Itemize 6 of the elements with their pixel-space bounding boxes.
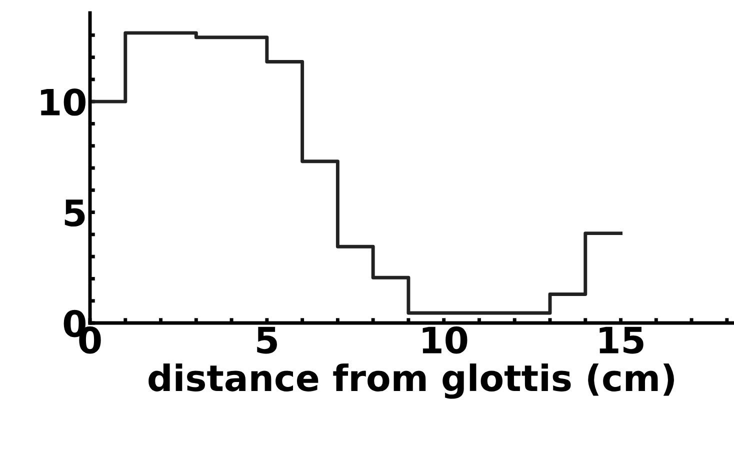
x-tick-label: 15 — [600, 326, 644, 354]
x-tick-label: 5 — [257, 326, 277, 354]
y-tick-label: 10 — [41, 88, 86, 116]
x-tick-label: 10 — [422, 326, 468, 354]
y-tick-label: 5 — [64, 200, 85, 227]
x-axis-title: distance from glottis (cm) — [148, 364, 674, 399]
